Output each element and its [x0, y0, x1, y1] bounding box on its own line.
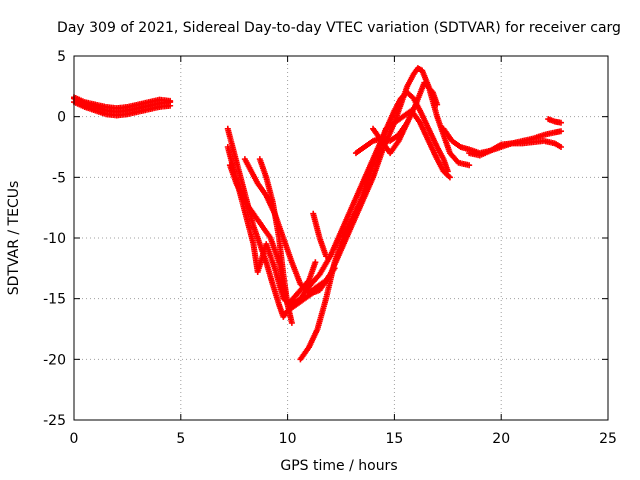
- series-track-10: [310, 210, 330, 260]
- y-tick-label: -5: [52, 170, 66, 186]
- x-axis-label: GPS time / hours: [280, 458, 397, 474]
- data-point: [312, 259, 319, 266]
- series-track-12: [370, 119, 411, 157]
- y-tick-label: -20: [43, 352, 66, 368]
- series-track-9: [297, 107, 453, 363]
- chart-title: Day 309 of 2021, Sidereal Day-to-day VTE…: [57, 20, 621, 36]
- data-point: [404, 119, 411, 126]
- data-points: [71, 65, 565, 363]
- series-track-8: [256, 156, 295, 326]
- x-tick-label: 20: [492, 431, 510, 447]
- data-point: [446, 174, 453, 181]
- data-point: [558, 128, 565, 135]
- data-point: [323, 253, 330, 260]
- data-point: [466, 162, 473, 169]
- y-tick-label: 5: [57, 49, 66, 65]
- y-axis-label: SDTVAR / TECUs: [6, 181, 22, 296]
- y-tick-label: 0: [57, 110, 66, 126]
- data-point: [558, 119, 565, 126]
- data-point: [288, 319, 295, 326]
- y-tick-label: -25: [43, 413, 66, 429]
- x-tick-label: 5: [176, 431, 185, 447]
- y-tick-label: -10: [43, 231, 66, 247]
- x-tick-label: 15: [385, 431, 403, 447]
- x-tick-label: 25: [599, 431, 617, 447]
- x-tick-label: 10: [279, 431, 297, 447]
- series-track-6: [226, 162, 319, 308]
- data-point: [434, 101, 441, 108]
- y-tick-label: -15: [43, 292, 66, 308]
- series-track-15: [545, 116, 565, 126]
- series-track-7: [241, 156, 338, 296]
- x-tick-label: 0: [70, 431, 79, 447]
- series-track-2: [71, 99, 174, 119]
- axis-ticks: 0 5 10 15 20 25 5 0 -5 -10 -15 -20 -25: [43, 49, 617, 447]
- series-track-3: [71, 94, 174, 112]
- data-point: [558, 144, 565, 150]
- data-point: [167, 97, 174, 104]
- series-track-14: [466, 137, 565, 159]
